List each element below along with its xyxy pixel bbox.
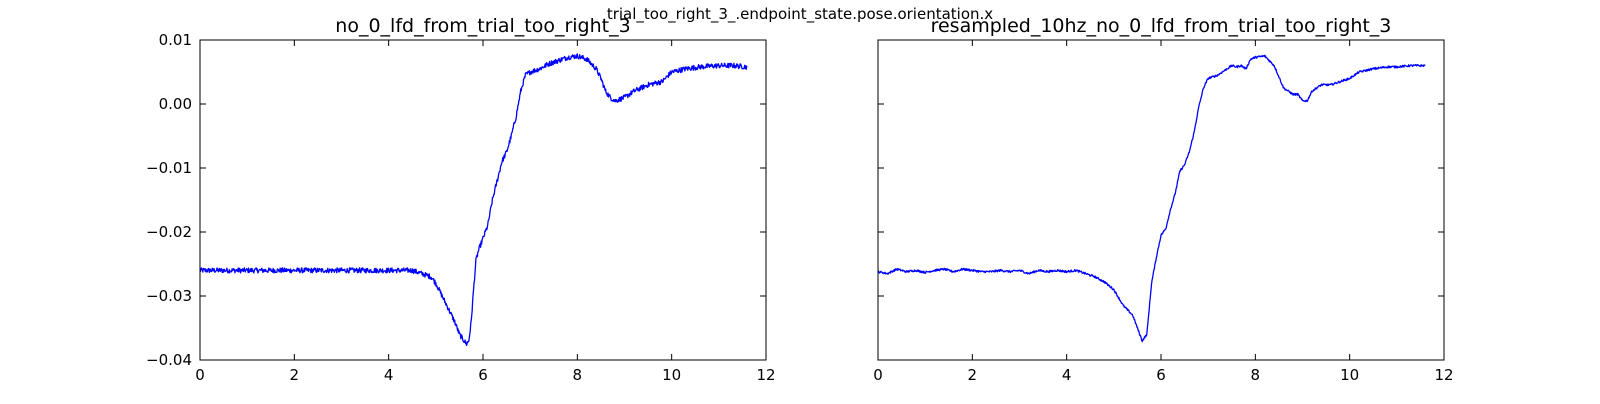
left-x-tick-label: 8 — [573, 366, 583, 384]
left-plot-frame — [199, 39, 767, 361]
right-x-tick-label: 12 — [1434, 366, 1453, 384]
right-plot: resampled_10hz_no_0_lfd_from_trial_too_r… — [873, 15, 1453, 384]
left-x-tick-label: 4 — [384, 366, 394, 384]
right-x-tick-label: 2 — [968, 366, 978, 384]
left-plot: no_0_lfd_from_trial_too_right_3 0 2 4 6 8 10 1… — [146, 15, 776, 384]
left-x-tick-label: 0 — [195, 366, 205, 384]
left-y-tick-label: −0.02 — [146, 223, 192, 241]
left-y-tick-label: −0.03 — [146, 287, 192, 305]
left-y-tick-label: 0.01 — [159, 31, 192, 49]
left-series-0-line — [199, 53, 748, 347]
left-plot-title: no_0_lfd_from_trial_too_right_3 — [335, 15, 630, 37]
right-x-tick-label: 8 — [1251, 366, 1261, 384]
left-x-tick-label: 6 — [478, 366, 488, 384]
figure-suptitle: trial_too_right_3_.endpoint_state.pose.o… — [606, 5, 994, 23]
left-y-tick-label: −0.01 — [146, 159, 192, 177]
right-x-tick-label: 4 — [1062, 366, 1072, 384]
left-y-tick-label: −0.04 — [146, 351, 192, 369]
right-x-tick-label: 10 — [1340, 366, 1359, 384]
right-plot-title: resampled_10hz_no_0_lfd_from_trial_too_r… — [931, 15, 1392, 37]
right-plot-frame — [877, 39, 1445, 361]
left-x-tick-label: 10 — [662, 366, 681, 384]
right-series-0-line — [877, 54, 1426, 343]
right-x-tick-label: 6 — [1156, 366, 1166, 384]
left-x-tick-label: 12 — [756, 366, 775, 384]
left-y-tick-label: 0.00 — [159, 95, 192, 113]
left-x-tick-label: 2 — [290, 366, 300, 384]
right-x-tick-label: 0 — [873, 366, 883, 384]
